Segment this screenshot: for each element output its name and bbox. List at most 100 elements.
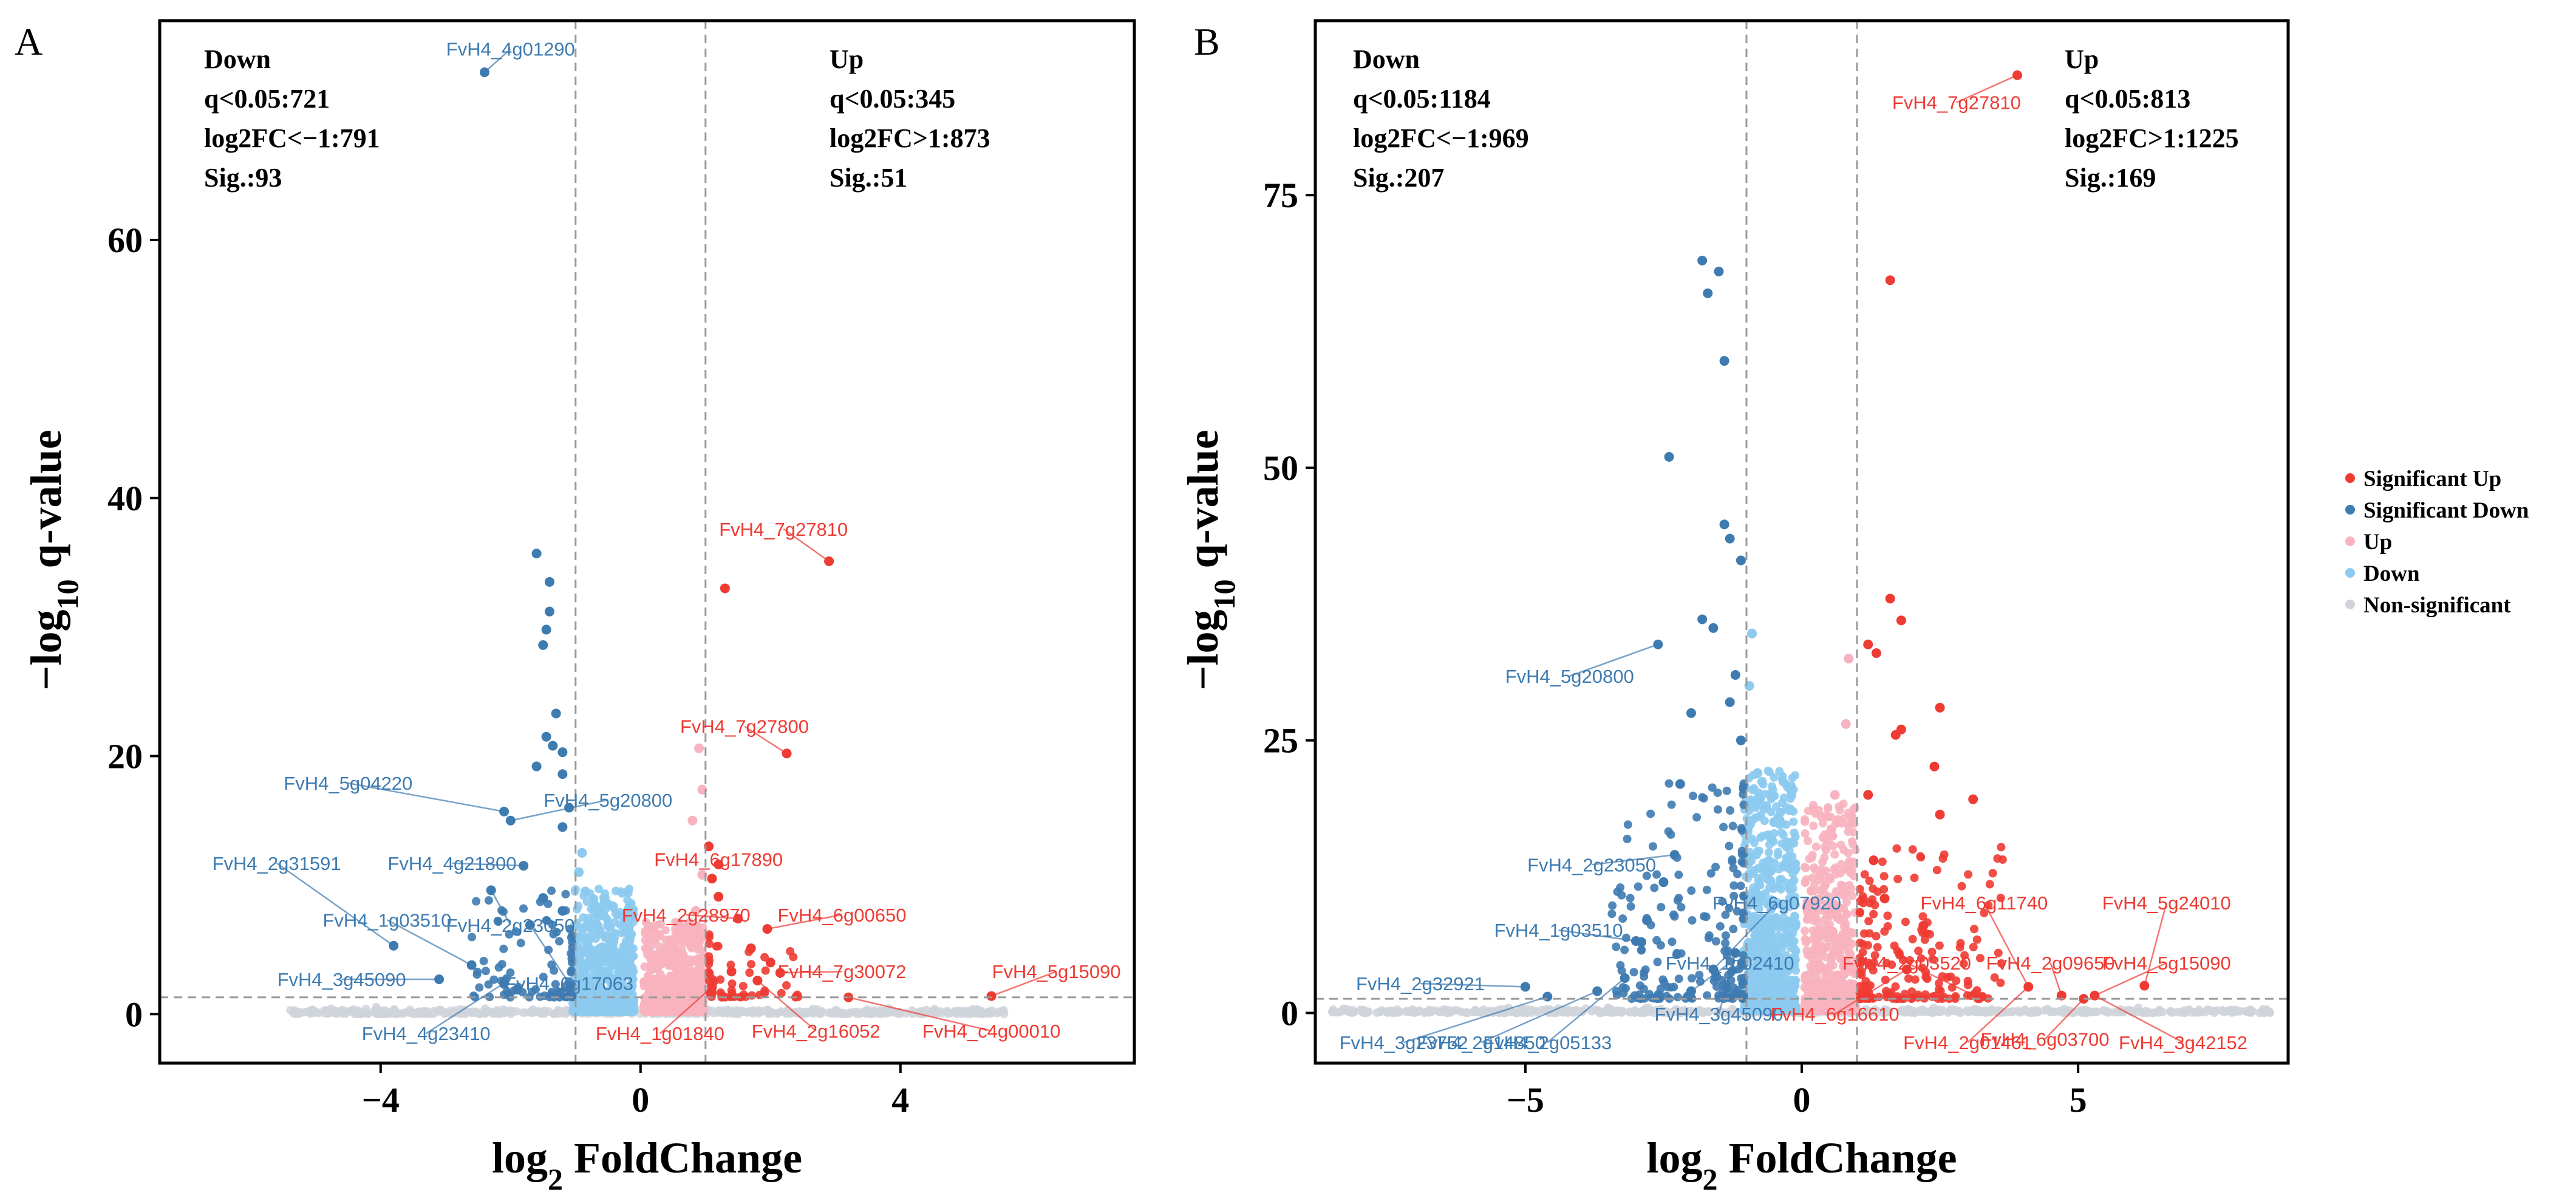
point-up — [693, 929, 702, 939]
point-sig-down — [1653, 957, 1662, 967]
point-up — [1834, 971, 1843, 980]
point-ns — [419, 1007, 428, 1016]
point-sig-down — [561, 889, 570, 898]
point-sig-down — [1657, 903, 1666, 912]
data-point — [541, 625, 551, 635]
point-down — [612, 951, 621, 960]
point-ns — [1558, 1008, 1567, 1017]
point-ns — [715, 1007, 724, 1016]
point-up — [663, 976, 672, 985]
data-point — [538, 640, 548, 650]
point-ns — [851, 1009, 860, 1018]
point-sig-down — [1736, 881, 1745, 891]
point-up — [1820, 843, 1829, 852]
point-up — [1844, 827, 1853, 837]
point-ns — [722, 1005, 731, 1015]
data-point — [726, 967, 737, 977]
point-sig-down — [1677, 903, 1686, 912]
gene-label: FvH4_3g45090 — [278, 969, 406, 990]
point-up — [1842, 909, 1852, 919]
stats-up-line: Up — [830, 44, 864, 74]
data-point — [551, 708, 561, 719]
point-down — [592, 919, 601, 928]
point-up — [674, 952, 683, 961]
point-ns — [2195, 1008, 2204, 1017]
point-ns — [831, 1008, 840, 1018]
point-ns — [2104, 1008, 2113, 1017]
point-up — [1806, 962, 1815, 971]
point-sig-down — [1737, 857, 1746, 866]
point-down — [616, 908, 625, 917]
point-up — [1810, 863, 1819, 872]
data-point — [694, 743, 704, 753]
point-down — [629, 910, 638, 919]
point-up — [1833, 985, 1842, 994]
point-up — [1833, 818, 1842, 827]
point-down — [1777, 828, 1786, 837]
point-sig-down — [1687, 886, 1696, 895]
panel-a: A FvH4_4g01290FvH4_7g27810FvH4_7g27800FvH… — [15, 19, 1136, 1196]
point-up — [695, 961, 704, 970]
point-sig-up — [1879, 872, 1889, 881]
point-ns — [777, 1007, 786, 1016]
point-up — [1847, 837, 1856, 846]
point-ns — [446, 1006, 455, 1015]
x-axis-title: log2 FoldChange — [492, 1134, 802, 1196]
point-ns — [972, 1007, 981, 1016]
point-sig-down — [472, 970, 482, 979]
point-down — [618, 889, 627, 898]
point-ns — [304, 1007, 313, 1016]
stats-box: Downq<0.05:721log2FC<−1:791Sig.:93Upq<0.… — [204, 44, 990, 193]
stats-down-line: q<0.05:721 — [204, 84, 330, 114]
y-tick-label: 20 — [107, 737, 143, 776]
data-point — [580, 886, 590, 897]
point-ns — [2263, 1005, 2272, 1015]
point-ns — [1424, 1008, 1433, 1017]
point-down — [595, 885, 604, 894]
point-down — [1762, 925, 1771, 934]
point-down — [1750, 866, 1759, 875]
leader-line — [276, 862, 394, 946]
point-up — [1800, 815, 1809, 824]
point-down — [1777, 921, 1787, 930]
point-sig-down — [1719, 823, 1728, 832]
point-up — [655, 929, 664, 939]
point-down — [573, 905, 582, 914]
point-down — [1773, 851, 1782, 860]
point-sig-down — [1652, 993, 1661, 1002]
point-down — [589, 908, 598, 917]
point-sig-down — [1616, 961, 1625, 970]
point-ns — [2026, 1008, 2035, 1018]
point-up — [681, 931, 690, 940]
point-sig-up — [727, 991, 736, 1001]
point-sig-down — [1688, 916, 1697, 925]
point-up — [672, 937, 681, 946]
point-down — [627, 929, 636, 939]
point-up — [1819, 867, 1828, 876]
data-point — [720, 583, 730, 594]
point-ns — [816, 1007, 825, 1016]
point-sig-down — [1629, 968, 1638, 977]
point-up — [1815, 875, 1824, 885]
point-sig-up — [1990, 973, 1999, 982]
point-up — [691, 982, 700, 991]
point-ns — [965, 1007, 974, 1016]
y-tick-label: 40 — [107, 479, 143, 518]
point-down — [610, 958, 619, 967]
point-up — [1801, 878, 1810, 888]
x-axis-title-sub: 2 — [548, 1162, 563, 1196]
point-down — [587, 951, 596, 960]
point-sig-up — [1921, 990, 1930, 999]
point-ns — [1448, 1006, 1457, 1015]
data-point — [548, 741, 558, 751]
point-sig-up — [1969, 942, 1978, 951]
point-up — [1824, 803, 1833, 812]
point-down — [625, 959, 635, 968]
point-ns — [746, 1006, 755, 1015]
point-sig-up — [777, 988, 786, 998]
point-up — [668, 962, 677, 971]
point-up — [1808, 851, 1817, 860]
point-sig-down — [499, 944, 508, 953]
point-sig-down — [489, 975, 499, 984]
